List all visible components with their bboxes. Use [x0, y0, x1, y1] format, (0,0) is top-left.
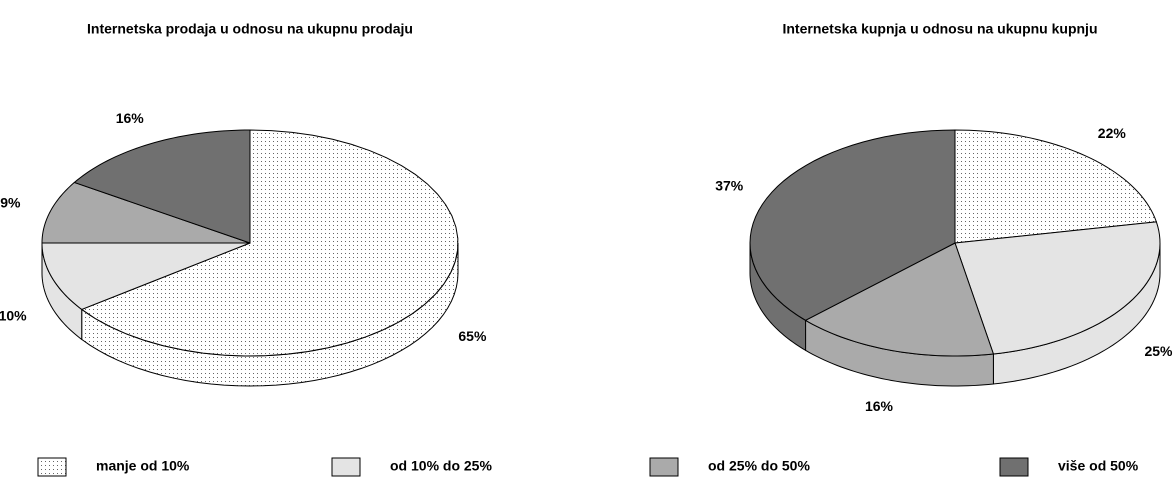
pie-slice	[804, 242, 995, 357]
data-label: 9%	[0, 194, 21, 210]
data-label: 16%	[116, 110, 145, 126]
pie-slice	[80, 129, 459, 357]
data-label: 22%	[1098, 125, 1127, 141]
legend-swatch	[649, 457, 679, 477]
pie-slice	[41, 242, 251, 310]
data-label: 37%	[715, 178, 744, 194]
legend-swatch	[331, 457, 361, 477]
pie-slice	[954, 129, 1158, 244]
legend-swatch	[37, 457, 67, 477]
legend-swatch	[999, 457, 1029, 477]
data-label: 65%	[458, 328, 487, 344]
chart-title: Internetska kupnja u odnosu na ukupnu ku…	[782, 21, 1097, 37]
legend-label: od 25% do 50%	[708, 458, 810, 474]
pie-slice	[73, 129, 251, 244]
legend-label: manje od 10%	[96, 458, 190, 474]
data-label: 16%	[865, 398, 894, 414]
chart-title: Internetska prodaja u odnosu na ukupnu p…	[87, 21, 413, 37]
pie-slice	[41, 181, 251, 244]
legend-label: više od 50%	[1058, 458, 1139, 474]
pie-slice	[954, 221, 1161, 355]
legend-label: od 10% do 25%	[390, 458, 492, 474]
pie-slice	[749, 129, 956, 321]
data-label: 10%	[0, 307, 27, 323]
data-label: 25%	[1144, 343, 1173, 359]
